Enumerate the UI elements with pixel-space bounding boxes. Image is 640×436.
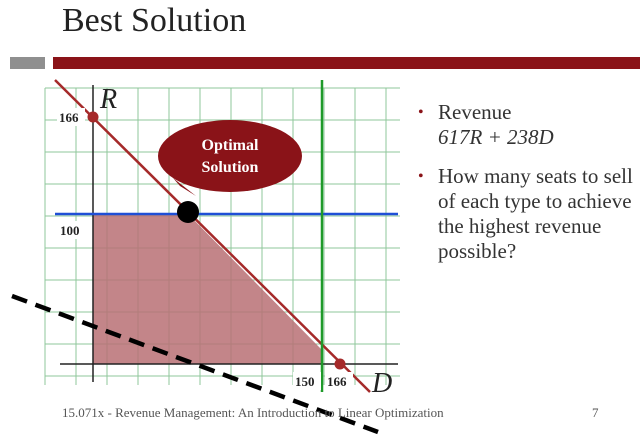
feasible-region: [93, 214, 322, 364]
bullet-dot: •: [418, 168, 424, 185]
d-axis-label: D: [371, 368, 392, 399]
intercept-d-point: [334, 358, 346, 370]
bullet-revenue: • Revenue 617R + 238D: [416, 100, 636, 150]
callout-line-2: Solution: [202, 159, 259, 176]
optimal-callout: Optimal Solution: [158, 120, 302, 196]
tick-r-100: 100: [60, 223, 80, 238]
title-rule-grey: [10, 57, 45, 69]
slide-title: Best Solution: [62, 2, 247, 39]
bullet-list: • Revenue 617R + 238D • How many seats t…: [416, 100, 636, 278]
callout-line-1: Optimal: [202, 137, 259, 154]
intercept-r-point: [87, 111, 99, 123]
revenue-formula: 617R + 238D: [438, 125, 554, 149]
tick-d-150: 150: [295, 374, 315, 389]
constraint-line-total: [54, 79, 371, 393]
tick-d-166: 166: [327, 374, 347, 389]
bullet-revenue-text: Revenue: [438, 100, 512, 124]
optimization-diagram: Optimal Solution R D 166 100 150 166: [11, 79, 400, 435]
tick-r-166: 166: [59, 110, 79, 125]
bullet-question: • How many seats to sell of each type to…: [416, 164, 636, 264]
objective-line: [11, 293, 379, 435]
optimal-point: [177, 201, 199, 223]
r-axis-label: R: [99, 84, 117, 115]
bullet-question-text: How many seats to sell of each type to a…: [438, 164, 633, 263]
slide-footer: 15.071x - Revenue Management: An Introdu…: [62, 405, 444, 420]
title-rule-red: [53, 57, 640, 69]
page-number: 7: [592, 405, 599, 420]
bullet-dot: •: [418, 104, 424, 121]
